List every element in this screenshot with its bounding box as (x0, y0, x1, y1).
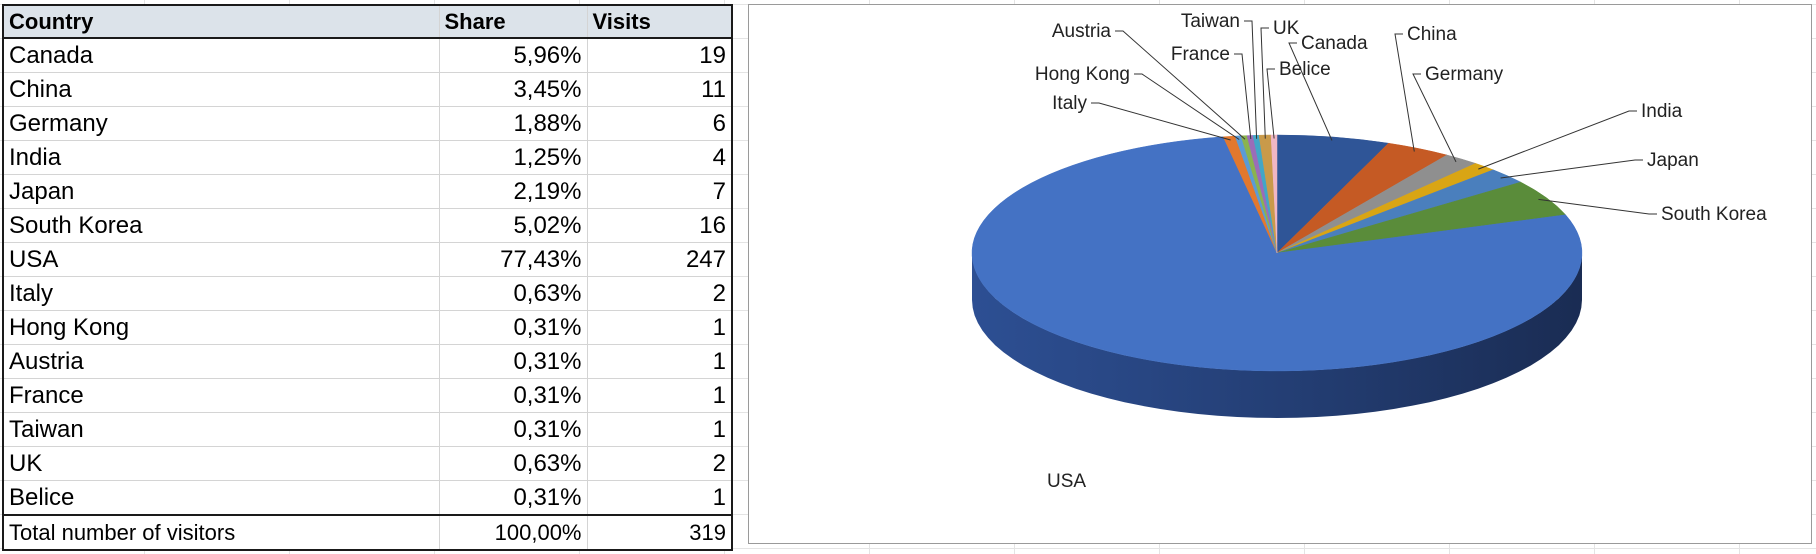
visits-cell[interactable]: 2 (586, 276, 732, 311)
leader-line-japan (1500, 159, 1643, 179)
visits-cell[interactable]: 16 (586, 208, 732, 243)
data-label-belice: Belice (1279, 59, 1331, 80)
country-cell[interactable]: Belice (3, 480, 439, 516)
visits-cell[interactable]: 6 (586, 106, 732, 141)
data-label-canada: Canada (1301, 33, 1368, 54)
share-cell[interactable]: 0,31% (438, 378, 587, 413)
pie-chart[interactable]: Canada China Germany India Japan South Korea U… (749, 5, 1811, 543)
table-row: Taiwan 0,31% 1 (3, 412, 732, 447)
visits-cell[interactable]: 1 (586, 344, 732, 379)
table-row: France 0,31% 1 (3, 378, 732, 413)
leader-line-germany (1412, 73, 1457, 163)
data-label-france: France (1171, 44, 1230, 65)
total-visits[interactable]: 319 (586, 514, 732, 550)
country-cell[interactable]: Hong Kong (3, 310, 439, 345)
country-cell[interactable]: Austria (3, 344, 439, 379)
leader-line-india (1478, 110, 1637, 170)
table-row: Germany 1,88% 6 (3, 106, 732, 141)
leader-line-hong-kong (1134, 73, 1240, 140)
data-label-china: China (1407, 24, 1457, 45)
header-country[interactable]: Country (3, 5, 439, 39)
data-label-hong-kong: Hong Kong (1035, 64, 1130, 85)
leader-line-france (1234, 53, 1252, 140)
country-cell[interactable]: Canada (3, 38, 439, 73)
table-row: India 1,25% 4 (3, 140, 732, 175)
leader-line-italy (1091, 102, 1231, 141)
country-cell[interactable]: South Korea (3, 208, 439, 243)
data-label-usa: USA (1047, 471, 1086, 492)
visits-cell[interactable]: 4 (586, 140, 732, 175)
visits-cell[interactable]: 11 (586, 72, 732, 107)
share-cell[interactable]: 3,45% (438, 72, 587, 107)
share-cell[interactable]: 1,25% (438, 140, 587, 175)
share-cell[interactable]: 0,31% (438, 310, 587, 345)
data-label-germany: Germany (1425, 64, 1504, 85)
share-cell[interactable]: 0,31% (438, 344, 587, 379)
table-row: China 3,45% 11 (3, 72, 732, 107)
table-row: Italy 0,63% 2 (3, 276, 732, 311)
header-visits[interactable]: Visits (586, 5, 732, 39)
pie-slice-usa (971, 136, 1583, 372)
table-row: South Korea 5,02% 16 (3, 208, 732, 243)
header-share[interactable]: Share (438, 5, 587, 39)
share-cell[interactable]: 77,43% (438, 242, 587, 277)
table-row: Belice 0,31% 1 (3, 480, 732, 516)
share-cell[interactable]: 0,63% (438, 276, 587, 311)
leader-line-uk (1260, 27, 1269, 139)
country-cell[interactable]: Germany (3, 106, 439, 141)
leader-line-canada (1288, 42, 1333, 141)
table-row: Canada 5,96% 19 (3, 38, 732, 73)
country-cell[interactable]: China (3, 72, 439, 107)
share-cell[interactable]: 0,31% (438, 412, 587, 447)
data-label-south-korea: South Korea (1661, 204, 1767, 225)
country-cell[interactable]: France (3, 378, 439, 413)
share-cell[interactable]: 5,02% (438, 208, 587, 243)
total-label[interactable]: Total number of visitors (3, 514, 439, 550)
table-row: Japan 2,19% 7 (3, 174, 732, 209)
visits-cell[interactable]: 1 (586, 480, 732, 516)
leader-line-taiwan (1244, 20, 1258, 139)
visits-cell[interactable]: 19 (586, 38, 732, 73)
data-label-uk: UK (1273, 18, 1300, 39)
table-header-row: Country Share Visits (3, 5, 732, 39)
share-cell[interactable]: 0,31% (438, 480, 587, 516)
table-row: Austria 0,31% 1 (3, 344, 732, 379)
leader-line-china (1394, 33, 1415, 152)
country-cell[interactable]: UK (3, 446, 439, 481)
visits-cell[interactable]: 7 (586, 174, 732, 209)
pie-side-usa (972, 253, 1582, 418)
share-cell[interactable]: 2,19% (438, 174, 587, 209)
pie-chart-frame[interactable]: Canada China Germany India Japan South Korea U… (748, 4, 1812, 544)
leader-line-belice (1266, 68, 1275, 139)
visits-cell[interactable]: 1 (586, 412, 732, 447)
data-label-austria: Austria (1052, 21, 1112, 42)
data-label-taiwan: Taiwan (1181, 11, 1240, 32)
visits-table: Country Share Visits Canada 5,96% 19 China… (2, 4, 733, 551)
country-cell[interactable]: Taiwan (3, 412, 439, 447)
data-label-japan: Japan (1647, 150, 1699, 171)
table-row: Hong Kong 0,31% 1 (3, 310, 732, 345)
total-row: Total number of visitors 100,00% 319 (3, 514, 732, 550)
visits-cell[interactable]: 247 (586, 242, 732, 277)
leader-line-austria (1115, 30, 1246, 140)
country-cell[interactable]: India (3, 140, 439, 175)
table-row: USA 77,43% 247 (3, 242, 732, 277)
share-cell[interactable]: 0,63% (438, 446, 587, 481)
total-share[interactable]: 100,00% (438, 514, 587, 550)
share-cell[interactable]: 5,96% (438, 38, 587, 73)
visits-cell[interactable]: 1 (586, 378, 732, 413)
visits-cell[interactable]: 1 (586, 310, 732, 345)
data-label-india: India (1641, 101, 1683, 122)
country-cell[interactable]: USA (3, 242, 439, 277)
country-cell[interactable]: Japan (3, 174, 439, 209)
table-row: UK 0,63% 2 (3, 446, 732, 481)
data-label-italy: Italy (1052, 93, 1087, 114)
visits-cell[interactable]: 2 (586, 446, 732, 481)
leader-line-south-korea (1538, 198, 1657, 215)
country-cell[interactable]: Italy (3, 276, 439, 311)
share-cell[interactable]: 1,88% (438, 106, 587, 141)
